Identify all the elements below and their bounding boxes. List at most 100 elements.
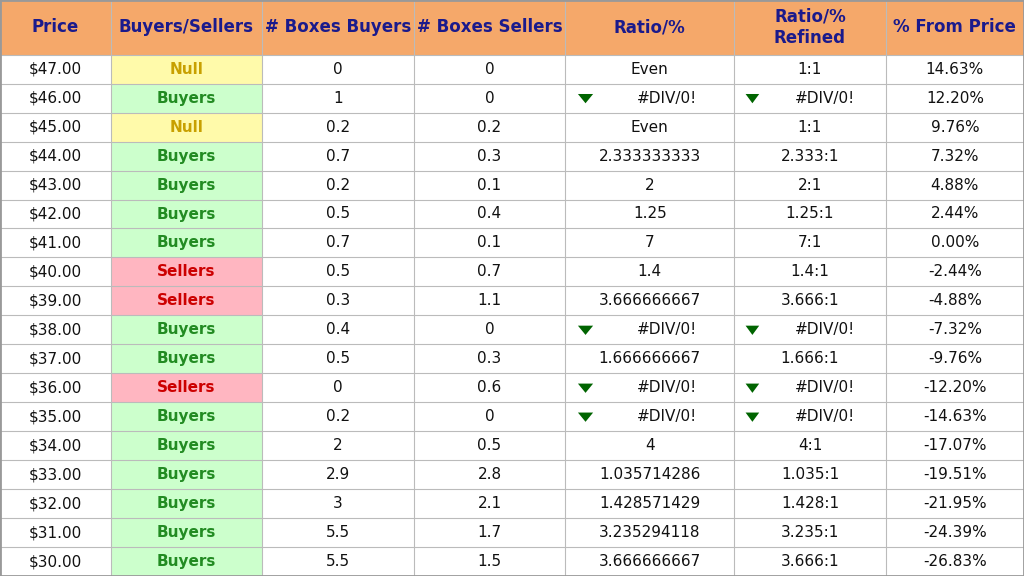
Bar	[0, 518, 111, 547]
Text: 2.1: 2.1	[477, 496, 502, 511]
Bar	[262, 257, 414, 286]
Text: -2.44%: -2.44%	[928, 264, 982, 279]
Polygon shape	[745, 412, 759, 422]
Bar	[262, 113, 414, 142]
Bar	[414, 460, 565, 489]
Text: -14.63%: -14.63%	[923, 409, 987, 424]
Bar	[414, 142, 565, 170]
Text: 3.235294118: 3.235294118	[599, 525, 700, 540]
Bar	[262, 286, 414, 316]
Text: 0.5: 0.5	[326, 207, 350, 222]
Bar	[734, 489, 886, 518]
Bar	[0, 344, 111, 373]
Text: -9.76%: -9.76%	[928, 351, 982, 366]
Text: 4: 4	[645, 438, 654, 453]
Text: -26.83%: -26.83%	[923, 554, 987, 569]
Bar	[414, 431, 565, 460]
Text: 2:1: 2:1	[798, 177, 822, 192]
Text: 0.7: 0.7	[477, 264, 502, 279]
Polygon shape	[578, 94, 593, 103]
Text: $34.00: $34.00	[29, 438, 82, 453]
Text: Sellers: Sellers	[157, 293, 216, 308]
Bar	[0, 0, 111, 55]
Bar	[111, 316, 262, 344]
Text: $37.00: $37.00	[29, 351, 82, 366]
Text: $39.00: $39.00	[29, 293, 82, 308]
Text: 4.88%: 4.88%	[931, 177, 979, 192]
Bar	[886, 547, 1024, 576]
Bar	[262, 199, 414, 229]
Text: -7.32%: -7.32%	[928, 323, 982, 338]
Text: 0: 0	[484, 62, 495, 77]
Text: $31.00: $31.00	[29, 525, 82, 540]
Text: 1:1: 1:1	[798, 62, 822, 77]
Bar	[565, 229, 734, 257]
Text: Buyers: Buyers	[157, 90, 216, 105]
Text: 7.32%: 7.32%	[931, 149, 979, 164]
Text: 0.3: 0.3	[477, 351, 502, 366]
Bar	[0, 431, 111, 460]
Bar	[734, 199, 886, 229]
Bar	[0, 402, 111, 431]
Bar	[565, 113, 734, 142]
Bar	[565, 170, 734, 199]
Text: Buyers: Buyers	[157, 351, 216, 366]
Bar	[734, 0, 886, 55]
Bar	[414, 316, 565, 344]
Bar	[886, 113, 1024, 142]
Polygon shape	[745, 384, 759, 393]
Text: 0.1: 0.1	[477, 177, 502, 192]
Text: 1.25: 1.25	[633, 207, 667, 222]
Bar	[262, 229, 414, 257]
Text: $32.00: $32.00	[29, 496, 82, 511]
Bar	[886, 286, 1024, 316]
Bar	[0, 547, 111, 576]
Text: 7: 7	[645, 236, 654, 251]
Bar	[886, 199, 1024, 229]
Bar	[565, 402, 734, 431]
Bar	[414, 373, 565, 402]
Bar	[414, 402, 565, 431]
Bar	[565, 257, 734, 286]
Bar	[262, 547, 414, 576]
Bar	[565, 316, 734, 344]
Text: 1.428571429: 1.428571429	[599, 496, 700, 511]
Text: Even: Even	[631, 120, 669, 135]
Bar	[111, 547, 262, 576]
Text: 3: 3	[333, 496, 343, 511]
Text: Ratio/%
Refined: Ratio/% Refined	[774, 7, 846, 47]
Text: Buyers: Buyers	[157, 496, 216, 511]
Bar	[111, 460, 262, 489]
Bar	[565, 547, 734, 576]
Text: -24.39%: -24.39%	[923, 525, 987, 540]
Bar	[565, 460, 734, 489]
Bar	[111, 142, 262, 170]
Bar	[111, 84, 262, 113]
Text: 14.63%: 14.63%	[926, 62, 984, 77]
Text: $38.00: $38.00	[29, 323, 82, 338]
Text: Price: Price	[32, 18, 79, 36]
Text: 2.333:1: 2.333:1	[780, 149, 840, 164]
Bar	[414, 170, 565, 199]
Text: Buyers: Buyers	[157, 236, 216, 251]
Text: 0: 0	[333, 62, 343, 77]
Bar	[734, 113, 886, 142]
Bar	[262, 518, 414, 547]
Text: 0.2: 0.2	[477, 120, 502, 135]
Bar	[0, 199, 111, 229]
Text: #DIV/0!: #DIV/0!	[637, 409, 696, 424]
Text: Buyers: Buyers	[157, 323, 216, 338]
Bar	[111, 199, 262, 229]
Text: 5.5: 5.5	[326, 525, 350, 540]
Bar	[886, 402, 1024, 431]
Text: Null: Null	[169, 62, 204, 77]
Bar	[0, 55, 111, 84]
Text: 3.666:1: 3.666:1	[780, 293, 840, 308]
Text: 1.666:1: 1.666:1	[780, 351, 840, 366]
Text: 1.4: 1.4	[638, 264, 662, 279]
Text: Buyers: Buyers	[157, 409, 216, 424]
Bar	[262, 84, 414, 113]
Polygon shape	[578, 412, 593, 422]
Text: 2.44%: 2.44%	[931, 207, 979, 222]
Text: 1.25:1: 1.25:1	[785, 207, 835, 222]
